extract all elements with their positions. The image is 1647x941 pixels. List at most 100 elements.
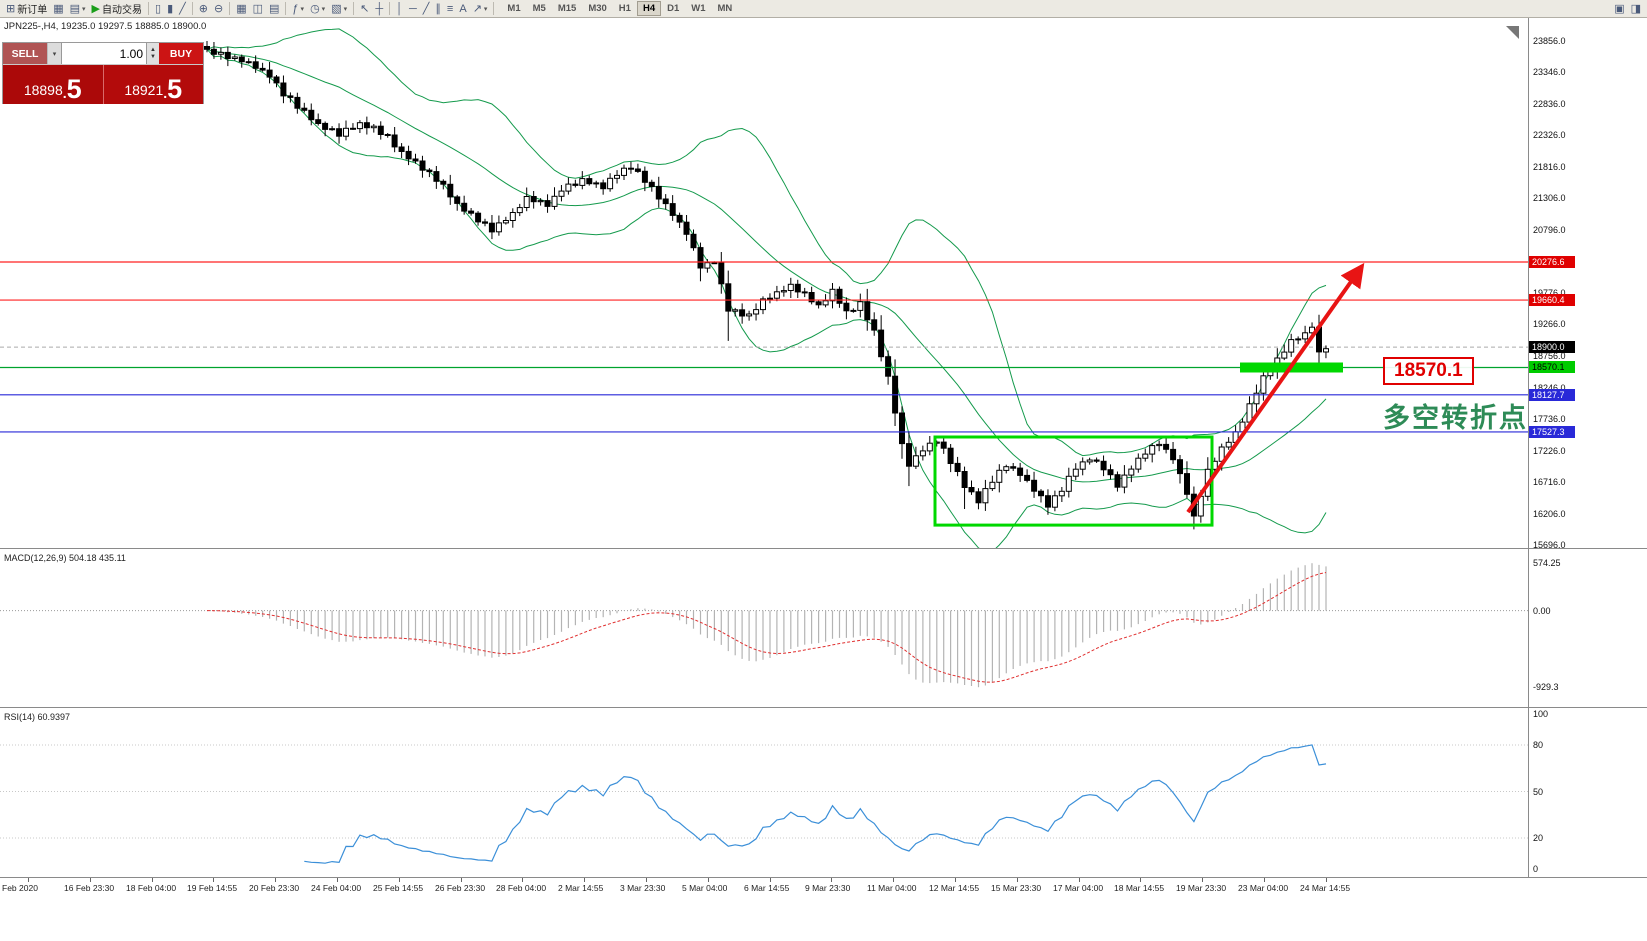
candle-body xyxy=(384,134,391,136)
time-axis-label: 24 Mar 14:55 xyxy=(1300,883,1351,893)
candle-body xyxy=(989,481,996,490)
periods-button[interactable]: ◷ ▾ xyxy=(307,1,328,17)
autotrade-button[interactable]: ▶ 自动交易 xyxy=(89,1,145,17)
horizontal-line-button[interactable]: ─ xyxy=(406,1,420,17)
rsi-canvas[interactable] xyxy=(0,708,1528,877)
candle-body xyxy=(259,67,266,71)
tile-windows-button[interactable]: ▦ xyxy=(233,1,249,17)
timeframe-m30[interactable]: M30 xyxy=(588,3,607,14)
buy-button[interactable]: BUY xyxy=(159,43,203,64)
trend-arrow[interactable] xyxy=(1186,262,1365,514)
trendline-button[interactable]: ╱ xyxy=(420,1,433,17)
timeframe-m5[interactable]: M5 xyxy=(532,3,546,14)
chart-window-button[interactable]: ▦ xyxy=(50,1,66,17)
price-axis[interactable]: 23856.0 23346.0 22836.0 22326.0 21816.0 21306… xyxy=(1529,0,1647,940)
price-axis-label: 18246.0 xyxy=(1533,383,1566,393)
candle-body xyxy=(502,220,509,224)
panel-separator[interactable] xyxy=(0,707,1647,708)
timeframe-m15[interactable]: M15 xyxy=(557,3,577,14)
macd-indicator-label: MACD(12,26,9) 504.18 435.11 xyxy=(4,553,126,563)
candle-body xyxy=(579,178,586,186)
candle-body xyxy=(760,298,766,311)
line-chart-button[interactable]: ╱ xyxy=(176,1,189,17)
panel-separator[interactable] xyxy=(0,548,1647,549)
macd-canvas[interactable] xyxy=(0,549,1528,707)
timeframe-d1[interactable]: D1 xyxy=(667,3,680,14)
time-tick xyxy=(28,878,29,882)
time-tick xyxy=(337,878,338,882)
grid-button[interactable]: ▤ xyxy=(266,1,282,17)
price-axis-label: 23346.0 xyxy=(1533,67,1566,77)
indicators-button[interactable]: ƒ ▾ xyxy=(289,1,307,17)
ask-price-main: 18921 xyxy=(124,82,164,98)
candle-body xyxy=(648,181,655,188)
macd-histogram xyxy=(213,563,1327,688)
candle-body xyxy=(815,301,822,306)
candle-body xyxy=(690,233,697,249)
price-axis-label: 17226.0 xyxy=(1533,446,1566,456)
volume-input[interactable] xyxy=(61,43,147,64)
chart-shift-button[interactable]: ◨ xyxy=(1628,1,1644,17)
toolbar-separator xyxy=(285,2,287,15)
candle-body xyxy=(1142,453,1149,459)
data-window-button[interactable]: ▣ xyxy=(1611,1,1627,17)
candlestick-chart-button[interactable]: ▮ xyxy=(164,1,176,17)
trade-options-dropdown[interactable]: ▾ xyxy=(47,43,61,64)
turning-point-note: 多空转折点 xyxy=(1383,403,1528,433)
templates-button[interactable]: ▧ ▾ xyxy=(328,1,350,17)
dropdown-caret-icon: ▾ xyxy=(343,5,348,13)
candle-body xyxy=(280,82,287,97)
price-axis-label: 22326.0 xyxy=(1533,130,1566,140)
sell-button[interactable]: SELL xyxy=(3,43,47,64)
time-tick xyxy=(152,878,153,882)
bid-price[interactable]: 188985 xyxy=(3,65,103,104)
timeframe-m1[interactable]: M1 xyxy=(507,3,521,14)
timeframe-mn[interactable]: MN xyxy=(717,3,733,14)
zoom-out-button[interactable]: ⊖ xyxy=(211,1,226,17)
candle-body xyxy=(482,221,488,224)
time-axis-label: 6 Mar 14:55 xyxy=(744,883,790,893)
arrows-tool-button[interactable]: ↗ ▾ xyxy=(470,1,491,17)
candle-body xyxy=(961,471,968,488)
bid-price-main: 18898 xyxy=(23,82,63,98)
profiles-button[interactable]: ▤ ▾ xyxy=(67,1,89,17)
candle-body xyxy=(1170,448,1177,461)
cursor-button[interactable]: ↖ xyxy=(357,1,372,17)
candle-body xyxy=(356,122,363,130)
candle-body xyxy=(857,301,864,311)
candle-body xyxy=(711,262,718,265)
arrange-windows-button[interactable]: ◫ xyxy=(250,1,266,17)
time-tick xyxy=(831,878,832,882)
fibonacci-button[interactable]: ≡ xyxy=(444,1,456,17)
ask-price-fraction: 5 xyxy=(163,76,182,103)
candlestick-chart-icon: ▮ xyxy=(167,2,174,15)
stepper-up-icon[interactable]: ▲ xyxy=(150,47,156,53)
candle-body xyxy=(836,288,843,304)
vertical-line-button[interactable]: │ xyxy=(393,1,406,17)
time-axis-label: 26 Feb 23:30 xyxy=(435,883,486,893)
bar-chart-button[interactable]: ▯ xyxy=(152,1,164,17)
candle-body xyxy=(641,170,648,183)
timeframe-h1[interactable]: H1 xyxy=(618,3,631,14)
ask-price[interactable]: 189215 xyxy=(102,65,203,104)
channel-button[interactable]: ∥ xyxy=(432,1,444,17)
candle-body xyxy=(440,180,447,185)
timeframe-w1[interactable]: W1 xyxy=(691,3,706,14)
crosshair-button[interactable]: ┼ xyxy=(372,1,386,17)
chart-shift-marker[interactable] xyxy=(1506,26,1519,39)
stepper-down-icon[interactable]: ▼ xyxy=(150,54,156,60)
zoom-in-button[interactable]: ⊕ xyxy=(196,1,211,17)
candle-body xyxy=(718,262,725,285)
text-label-button[interactable]: A xyxy=(456,1,469,17)
new-order-button[interactable]: ⊞ 新订单 xyxy=(3,1,50,17)
time-axis[interactable]: Feb 2020 16 Feb 23:30 18 Feb 04:00 19 Feb 1… xyxy=(0,877,1647,941)
candle-body xyxy=(301,107,308,111)
candle-body xyxy=(447,183,454,198)
candle-body xyxy=(614,174,620,179)
volume-stepper[interactable]: ▲ ▼ xyxy=(147,43,159,64)
time-axis-label: 19 Feb 14:55 xyxy=(187,883,238,893)
price-chart-canvas[interactable] xyxy=(0,18,1528,548)
rsi-axis-label: 50 xyxy=(1533,787,1544,797)
timeframe-h4[interactable]: H4 xyxy=(636,1,662,16)
candle-body xyxy=(940,441,947,449)
